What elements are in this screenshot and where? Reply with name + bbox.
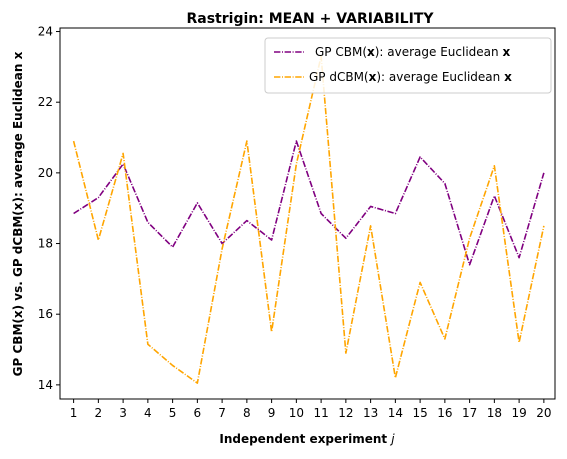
- y-axis-ticks: 14 16 18 20 22 24: [38, 25, 60, 392]
- x-tick-label: 14: [388, 406, 403, 420]
- legend-label-dcbm: GP dCBM(x): average Euclidean x: [309, 70, 512, 84]
- x-axis-label-main: Independent experiment: [219, 432, 391, 446]
- x-tick-label: 17: [462, 406, 477, 420]
- x-tick-label: 5: [169, 406, 177, 420]
- legend-dcbm-suffix: x: [504, 70, 512, 84]
- x-tick-label: 6: [194, 406, 202, 420]
- y-tick-label: 16: [38, 307, 53, 321]
- series-layer: [72, 55, 545, 384]
- x-axis-label-variable: j: [389, 432, 395, 446]
- x-tick-label: 18: [487, 406, 502, 420]
- y-tick-label: 14: [38, 378, 53, 392]
- legend-cbm-bold-x: x: [367, 45, 375, 59]
- y-tick-label: 22: [38, 95, 53, 109]
- x-tick-label: 16: [437, 406, 452, 420]
- chart-title: Rastrigin: MEAN + VARIABILITY: [187, 11, 435, 27]
- legend-cbm-suffix: x: [502, 45, 510, 59]
- x-tick-label: 15: [412, 406, 427, 420]
- plot-frame: [59, 27, 556, 400]
- x-tick-label: 2: [95, 406, 103, 420]
- x-tick-label: 9: [268, 406, 276, 420]
- series-line-gp-dcbm: [72, 55, 545, 384]
- legend-cbm-prefix: GP CBM(: [315, 45, 367, 59]
- y-tick-label: 18: [38, 237, 53, 251]
- y-tick-label: 24: [38, 25, 53, 39]
- legend-label-cbm: GP CBM(x): average Euclidean x: [315, 45, 510, 59]
- x-tick-label: 11: [313, 406, 328, 420]
- y-axis-label: GP CBM(x) vs. GP dCBM(x): average Euclid…: [11, 51, 25, 376]
- x-tick-label: 13: [363, 406, 378, 420]
- legend-dcbm-middle: ): average Euclidean: [376, 70, 504, 84]
- x-tick-label: 12: [338, 406, 353, 420]
- legend-dcbm-bold-x: x: [369, 70, 377, 84]
- x-axis-ticks: 1 2 3 4 5 6 7 8 9 10 11 12 13 14 15 16 17 18 19 20: [70, 399, 552, 420]
- legend-cbm-middle: ): average Euclidean: [375, 45, 503, 59]
- x-axis-label: Independent experiment j: [219, 432, 395, 446]
- x-tick-label: 3: [119, 406, 127, 420]
- x-tick-label: 10: [289, 406, 304, 420]
- x-tick-label: 1: [70, 406, 78, 420]
- x-tick-label: 7: [218, 406, 226, 420]
- x-tick-label: 8: [243, 406, 251, 420]
- x-tick-label: 20: [536, 406, 551, 420]
- legend: GP CBM(x): average Euclidean x GP dCBM(x…: [264, 37, 552, 94]
- x-tick-label: 4: [144, 406, 152, 420]
- y-tick-label: 20: [38, 166, 53, 180]
- legend-dcbm-prefix: GP dCBM(: [309, 70, 369, 84]
- x-tick-label: 19: [511, 406, 526, 420]
- legend-frame: [264, 37, 552, 94]
- series-line-gp-cbm: [73, 140, 545, 266]
